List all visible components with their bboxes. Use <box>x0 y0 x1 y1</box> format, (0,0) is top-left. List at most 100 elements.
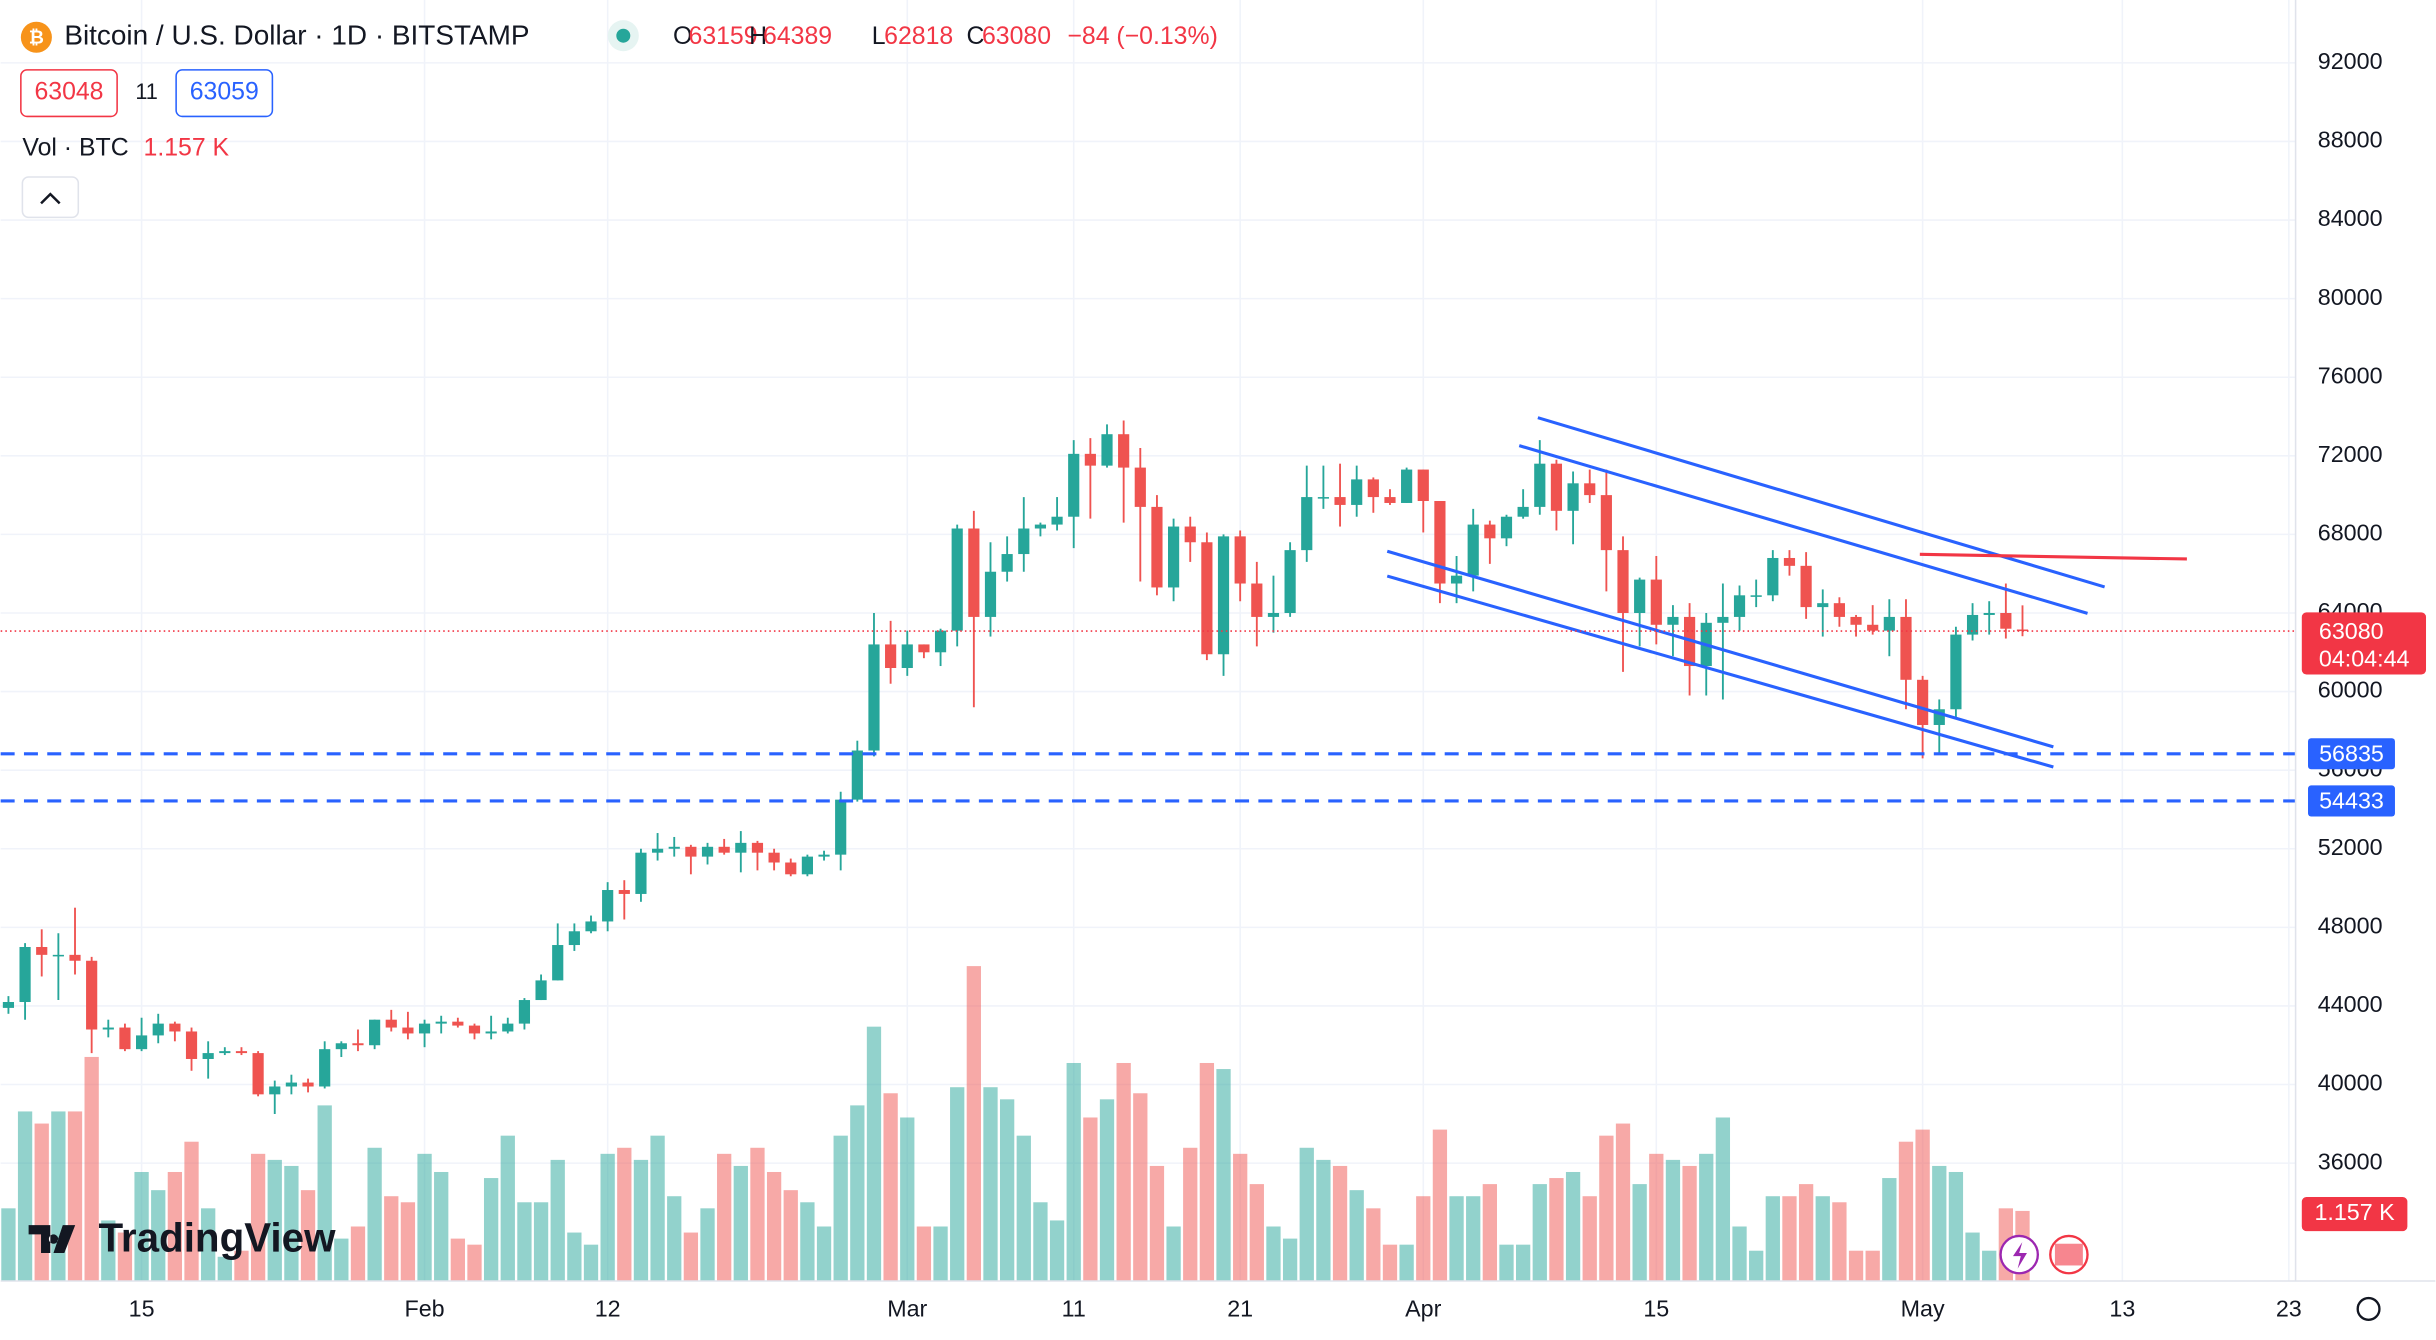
candle-body <box>1850 616 1862 625</box>
candle-body <box>1450 575 1463 584</box>
candle-body <box>768 852 780 863</box>
volume-bar <box>1416 1196 1431 1281</box>
volume-bar <box>1815 1196 1830 1281</box>
candle-body <box>1933 709 1945 725</box>
candle-body <box>319 1049 331 1087</box>
y-tick-label: 60000 <box>2318 677 2383 703</box>
volume-bar <box>1865 1250 1880 1281</box>
candle-body <box>1650 579 1662 625</box>
symbol-title: Bitcoin / U.S. Dollar · 1D · BITSTAMP <box>64 20 529 51</box>
candle-body <box>851 750 863 800</box>
candle-body <box>602 890 614 922</box>
volume-bar <box>883 1093 898 1281</box>
collapse-button[interactable] <box>21 176 80 219</box>
x-tick-label: 15 <box>129 1296 155 1322</box>
volume-bar <box>250 1153 266 1281</box>
candle-body <box>1118 434 1130 468</box>
volume-bar <box>1832 1202 1847 1281</box>
lightning-glyph <box>2012 1242 2027 1269</box>
volume-bar <box>1798 1184 1814 1281</box>
volume-bar <box>933 1226 948 1281</box>
volume-bar <box>717 1153 732 1281</box>
volume-bar <box>1965 1232 1980 1281</box>
candle-body <box>984 571 997 617</box>
candle-body <box>1034 524 1047 529</box>
volume-bar <box>916 1226 932 1281</box>
volume-bar <box>683 1232 699 1281</box>
candle-body <box>1217 536 1230 655</box>
ask: 63059 <box>190 79 259 106</box>
candle-body <box>685 846 697 857</box>
candle-body <box>1434 501 1446 584</box>
y-tick-label: 72000 <box>2318 441 2383 467</box>
x-tick-label: 23 <box>2276 1296 2302 1322</box>
axes: 3600040000440004800052000560006000064000… <box>129 48 2427 1322</box>
candle-body <box>885 644 897 669</box>
candle-body <box>1018 528 1030 555</box>
candle-body <box>1617 550 1629 613</box>
candle-body <box>36 946 48 955</box>
candle-body <box>901 644 913 669</box>
volume-bar <box>633 1159 649 1281</box>
candle-body <box>1867 624 1879 631</box>
volume-bar <box>800 1202 815 1281</box>
ask-badge[interactable] <box>175 69 274 118</box>
y-tick-label: 80000 <box>2318 284 2383 310</box>
candle-body <box>535 980 547 1001</box>
volume-bar <box>400 1202 416 1281</box>
volume-bar <box>434 1171 449 1281</box>
volume-bar <box>1266 1226 1281 1281</box>
candle-body <box>818 854 830 857</box>
candle-body <box>1584 483 1596 496</box>
candle-body <box>335 1043 347 1050</box>
candle-body <box>136 1035 148 1050</box>
countdown: 04:04:44 <box>2319 646 2410 672</box>
candle-body <box>402 1027 414 1034</box>
candle-body <box>1101 434 1113 466</box>
candle-body <box>202 1053 214 1059</box>
candle-body <box>1800 565 1812 608</box>
channel-line[interactable] <box>1386 549 2054 749</box>
volume-bar <box>151 1190 166 1281</box>
volume-bar <box>1399 1244 1414 1281</box>
volume-bar <box>1665 1159 1681 1281</box>
logo-icon <box>28 1225 76 1254</box>
candle-body <box>518 1000 531 1024</box>
overlay <box>0 630 2296 803</box>
volume-layer <box>1 966 2030 1281</box>
candle-body <box>1567 483 1579 511</box>
bid-badge[interactable] <box>20 69 118 118</box>
volume-bar <box>1149 1165 1165 1281</box>
candle-body <box>235 1051 248 1054</box>
candle-body <box>1767 557 1779 596</box>
volume-bar <box>1649 1153 1664 1281</box>
channel-line[interactable] <box>1537 416 2106 589</box>
ohlc-value: 63159 <box>689 23 758 50</box>
candle-body <box>1983 612 1995 615</box>
settings-icon[interactable] <box>2356 1296 2381 1321</box>
x-tick-label: 15 <box>1643 1296 1669 1322</box>
channel-line[interactable] <box>1386 574 2054 769</box>
legend: ₿ Bitcoin / U.S. Dollar · 1D · BITSTAMP … <box>20 20 1218 219</box>
volume-bar <box>1282 1238 1298 1281</box>
change: −84 (−0.13%) <box>1067 23 1217 50</box>
volume-bar <box>317 1105 332 1281</box>
volume-bar <box>350 1226 366 1281</box>
candle-body <box>1950 634 1962 710</box>
candle-body <box>785 862 797 875</box>
volume-bar <box>1249 1184 1264 1281</box>
x-tick-label: 11 <box>1062 1296 1086 1322</box>
candle-body <box>1733 595 1746 617</box>
volume-bar <box>1083 1117 1098 1281</box>
candle-body <box>1367 479 1379 498</box>
volume-bar <box>750 1147 765 1281</box>
candle-body <box>701 846 714 857</box>
candle-body <box>1301 497 1313 551</box>
x-tick-label: Feb <box>404 1296 444 1322</box>
candle-body <box>1334 497 1346 505</box>
volume-bar <box>1133 1093 1148 1281</box>
resistance-line[interactable] <box>1919 552 2187 561</box>
candle-body <box>1267 612 1280 617</box>
channel-line[interactable] <box>1518 444 2088 615</box>
